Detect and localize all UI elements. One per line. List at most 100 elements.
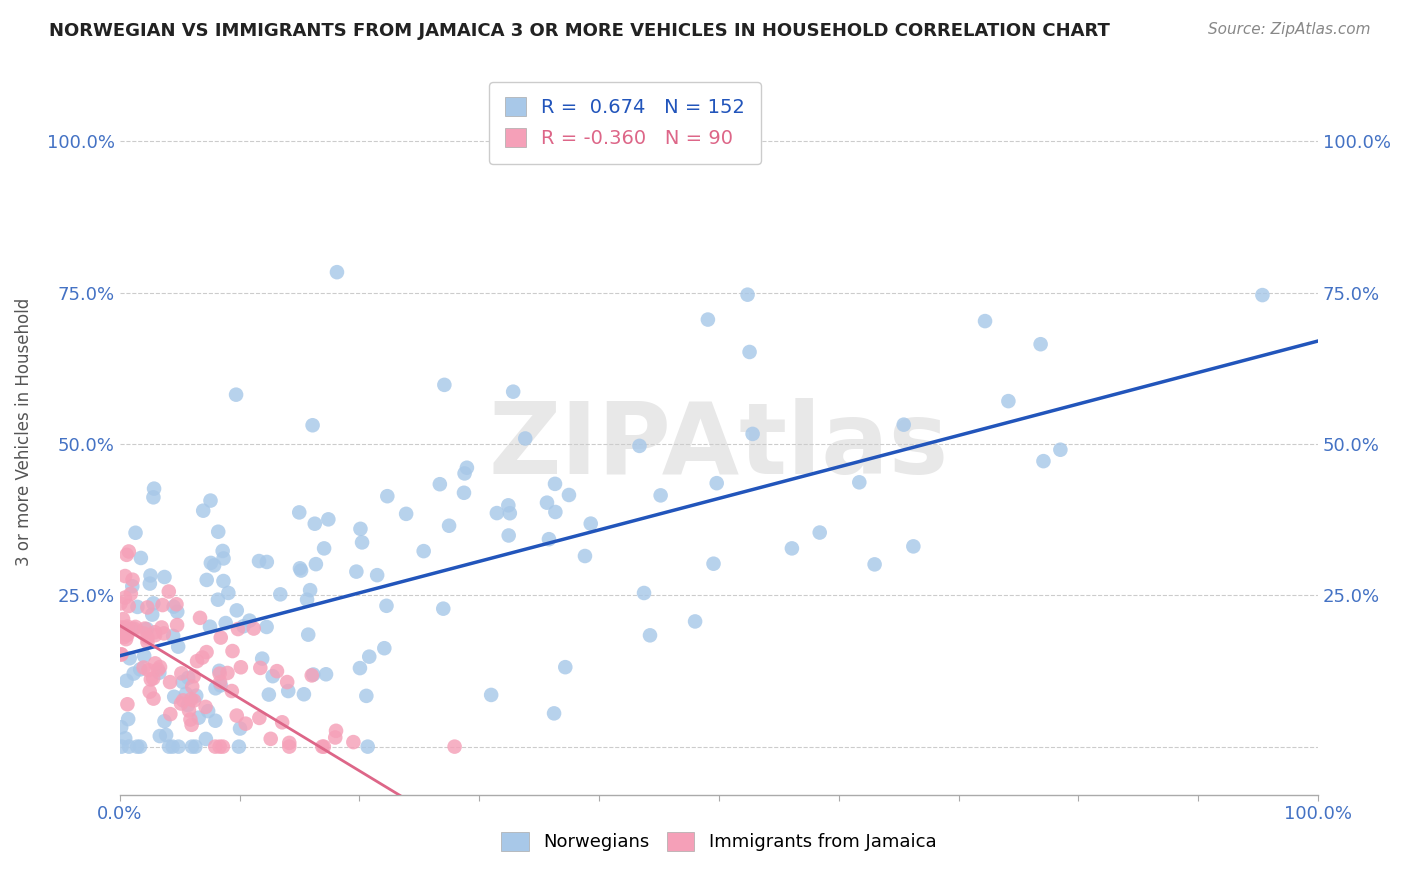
Point — [207, 524, 229, 539]
Point — [305, 557, 328, 571]
Point — [124, 525, 146, 540]
Point — [288, 561, 311, 575]
Point — [208, 666, 231, 681]
Point — [121, 622, 143, 636]
Point — [290, 564, 312, 578]
Point — [295, 592, 318, 607]
Point — [314, 541, 336, 556]
Point — [177, 698, 200, 712]
Point — [129, 739, 152, 754]
Point — [209, 631, 232, 645]
Point — [159, 707, 181, 722]
Point — [129, 662, 152, 676]
Point — [311, 739, 333, 754]
Point — [153, 714, 176, 728]
Point — [134, 648, 156, 663]
Point — [121, 573, 143, 587]
Point — [207, 592, 229, 607]
Point — [211, 739, 233, 754]
Point — [112, 612, 135, 626]
Point — [375, 489, 398, 503]
Point — [498, 528, 520, 542]
Point — [193, 504, 215, 518]
Point — [159, 675, 181, 690]
Point — [194, 700, 217, 714]
Point — [702, 557, 724, 571]
Point — [172, 693, 194, 707]
Point — [412, 544, 434, 558]
Point — [204, 681, 226, 696]
Point — [177, 671, 200, 685]
Point — [198, 620, 221, 634]
Point — [276, 675, 298, 690]
Point — [650, 488, 672, 502]
Point — [179, 713, 201, 727]
Point — [142, 491, 165, 505]
Point — [212, 574, 235, 588]
Point — [373, 641, 395, 656]
Point — [184, 739, 207, 754]
Point — [149, 660, 172, 674]
Point — [278, 736, 301, 750]
Point — [110, 596, 132, 610]
Point — [138, 663, 160, 677]
Point — [132, 660, 155, 674]
Point — [780, 541, 803, 556]
Point — [738, 345, 761, 359]
Point — [359, 649, 381, 664]
Point — [153, 570, 176, 584]
Point — [167, 739, 190, 754]
Point — [235, 716, 257, 731]
Point — [127, 599, 149, 614]
Point — [195, 573, 218, 587]
Point — [188, 611, 211, 625]
Point — [136, 631, 159, 645]
Point — [349, 522, 371, 536]
Point — [153, 626, 176, 640]
Y-axis label: 3 or more Vehicles in Household: 3 or more Vehicles in Household — [15, 298, 32, 566]
Point — [808, 525, 831, 540]
Point — [974, 314, 997, 328]
Point — [229, 660, 252, 674]
Point — [221, 684, 243, 698]
Point — [357, 739, 380, 754]
Point — [558, 488, 581, 502]
Point — [117, 698, 139, 712]
Point — [242, 622, 264, 636]
Point — [209, 675, 232, 690]
Point — [118, 544, 141, 558]
Point — [262, 669, 284, 683]
Point — [683, 615, 706, 629]
Point — [318, 512, 340, 526]
Point — [628, 439, 651, 453]
Point — [277, 684, 299, 698]
Point — [257, 688, 280, 702]
Point — [315, 667, 337, 681]
Point — [304, 516, 326, 531]
Point — [228, 739, 250, 754]
Point — [323, 731, 346, 745]
Point — [498, 499, 520, 513]
Point — [638, 628, 661, 642]
Point — [479, 688, 502, 702]
Point — [848, 475, 870, 490]
Point — [229, 722, 252, 736]
Point — [110, 720, 132, 734]
Point — [1251, 288, 1274, 302]
Point — [741, 426, 763, 441]
Point — [142, 672, 165, 686]
Point — [706, 476, 728, 491]
Point — [515, 432, 537, 446]
Point — [166, 618, 188, 632]
Point — [143, 625, 166, 640]
Point — [170, 666, 193, 681]
Point — [633, 586, 655, 600]
Point — [143, 482, 166, 496]
Point — [429, 477, 451, 491]
Point — [903, 540, 925, 554]
Point — [115, 632, 138, 647]
Point — [225, 387, 247, 401]
Point — [142, 596, 165, 610]
Point — [204, 739, 226, 754]
Point — [225, 603, 247, 617]
